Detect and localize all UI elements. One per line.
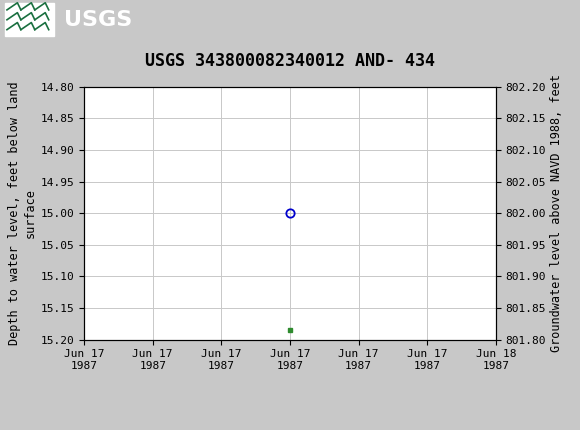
- Text: USGS: USGS: [64, 10, 132, 30]
- Y-axis label: Depth to water level, feet below land
surface: Depth to water level, feet below land su…: [9, 81, 37, 345]
- Bar: [5, 3, 54, 37]
- Legend: Period of approved data: Period of approved data: [181, 429, 399, 430]
- Text: USGS 343800082340012 AND- 434: USGS 343800082340012 AND- 434: [145, 52, 435, 70]
- Y-axis label: Groundwater level above NAVD 1988, feet: Groundwater level above NAVD 1988, feet: [550, 74, 563, 352]
